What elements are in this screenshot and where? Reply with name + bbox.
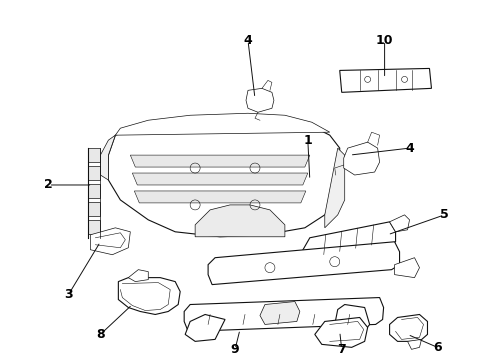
Polygon shape	[132, 173, 308, 185]
Polygon shape	[325, 148, 345, 228]
Polygon shape	[184, 298, 384, 332]
Polygon shape	[108, 118, 340, 237]
Polygon shape	[89, 220, 100, 234]
Polygon shape	[390, 315, 427, 341]
Polygon shape	[335, 305, 369, 337]
Polygon shape	[134, 191, 306, 203]
Text: 2: 2	[44, 179, 53, 192]
Polygon shape	[315, 318, 368, 347]
Text: 9: 9	[231, 343, 239, 356]
Polygon shape	[91, 228, 130, 255]
Polygon shape	[89, 184, 100, 198]
Text: 4: 4	[244, 34, 252, 47]
Text: 8: 8	[96, 328, 105, 341]
Polygon shape	[208, 242, 399, 285]
Polygon shape	[340, 68, 432, 92]
Polygon shape	[89, 202, 100, 216]
Text: 7: 7	[337, 343, 346, 356]
Text: 6: 6	[433, 341, 442, 354]
Text: 5: 5	[440, 208, 449, 221]
Polygon shape	[302, 222, 395, 262]
Polygon shape	[260, 302, 300, 324]
Polygon shape	[343, 142, 380, 175]
Polygon shape	[390, 215, 410, 232]
Polygon shape	[100, 135, 115, 180]
Polygon shape	[130, 155, 310, 167]
Polygon shape	[408, 339, 421, 349]
Text: 3: 3	[64, 288, 73, 301]
Polygon shape	[195, 205, 285, 237]
Polygon shape	[119, 278, 180, 315]
Polygon shape	[394, 258, 419, 278]
Polygon shape	[115, 113, 330, 135]
Text: 1: 1	[303, 134, 312, 147]
Polygon shape	[89, 166, 100, 180]
Polygon shape	[185, 315, 225, 341]
Polygon shape	[246, 88, 274, 112]
Polygon shape	[128, 270, 148, 282]
Text: 10: 10	[376, 34, 393, 47]
Text: 4: 4	[405, 141, 414, 155]
Polygon shape	[89, 148, 100, 162]
